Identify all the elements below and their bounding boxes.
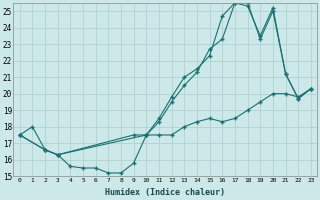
X-axis label: Humidex (Indice chaleur): Humidex (Indice chaleur) [105,188,225,197]
